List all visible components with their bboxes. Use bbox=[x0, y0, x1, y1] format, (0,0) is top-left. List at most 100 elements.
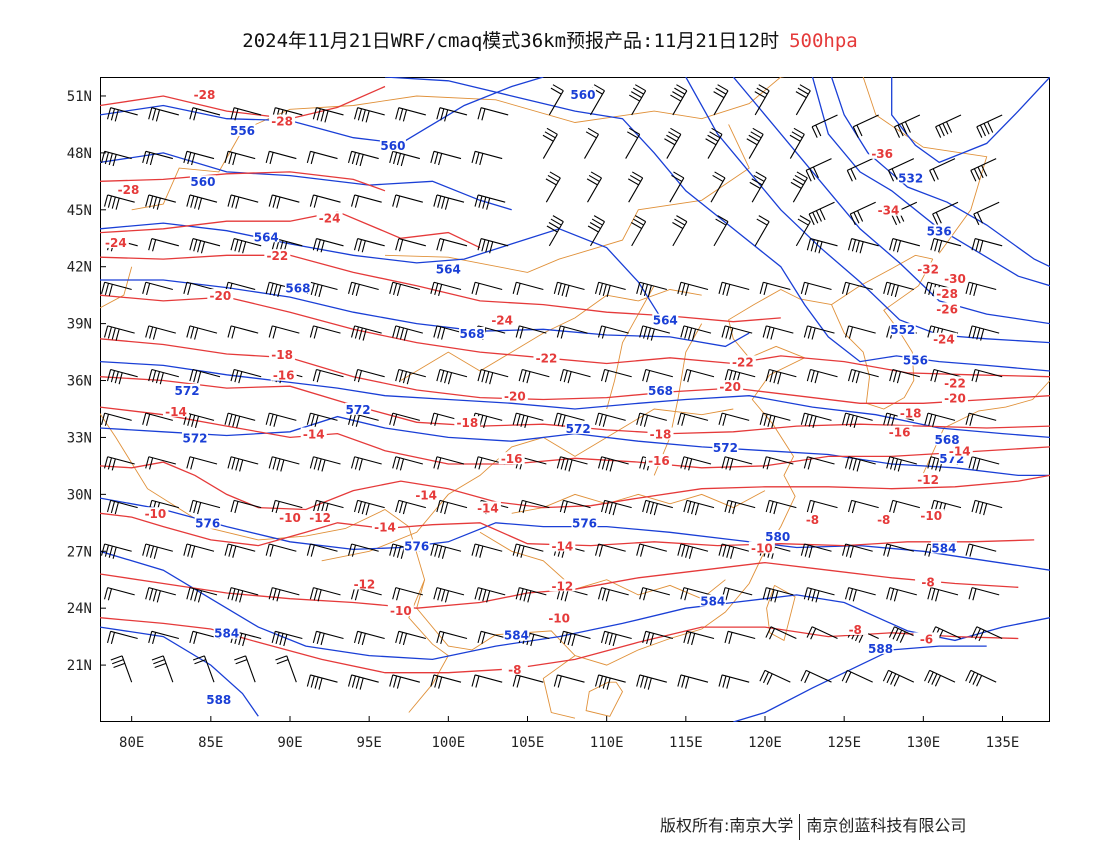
wind-barb bbox=[628, 84, 647, 116]
height-label-bg bbox=[189, 175, 216, 188]
temperature-label-bg bbox=[413, 488, 440, 501]
wind-barb bbox=[234, 655, 256, 683]
wind-barb bbox=[927, 587, 959, 602]
lat-tick-label: 45N bbox=[67, 203, 92, 219]
wind-barb bbox=[636, 543, 667, 557]
temperature-label-bg bbox=[647, 427, 674, 440]
height-label: 576 bbox=[572, 517, 597, 531]
height-label: 568 bbox=[935, 433, 960, 447]
wind-barb bbox=[312, 107, 344, 123]
wind-barb bbox=[597, 456, 629, 472]
height-label: 564 bbox=[436, 263, 461, 277]
wind-barb bbox=[968, 587, 1000, 601]
temperature-label-bg bbox=[915, 473, 942, 486]
wind-barb bbox=[436, 107, 468, 122]
temperature-label-bg bbox=[913, 632, 940, 645]
wind-barb bbox=[395, 499, 426, 515]
wind-barb bbox=[627, 171, 644, 203]
wind-barb bbox=[100, 281, 132, 297]
wind-barb bbox=[395, 630, 426, 646]
wind-barb bbox=[841, 669, 873, 684]
height-label-bg bbox=[174, 383, 201, 396]
wind-barb bbox=[642, 368, 673, 383]
wind-barb bbox=[625, 127, 641, 159]
boundary-line bbox=[766, 585, 796, 642]
wind-barb bbox=[309, 456, 341, 472]
wind-barb bbox=[353, 368, 385, 383]
height-label: 588 bbox=[206, 693, 231, 707]
wind-barb bbox=[642, 630, 673, 646]
wind-barb bbox=[683, 368, 715, 383]
height-label-bg bbox=[712, 440, 739, 453]
wind-barb bbox=[795, 84, 811, 116]
boundary-line bbox=[831, 258, 934, 410]
temperature-label: -10 bbox=[279, 511, 301, 525]
temperature-label: -20 bbox=[944, 392, 966, 406]
wind-barb bbox=[474, 194, 506, 210]
height-label-bg bbox=[889, 323, 916, 336]
temperature-label-bg bbox=[546, 611, 573, 624]
wind-barb bbox=[515, 325, 547, 339]
wind-barb bbox=[803, 456, 835, 470]
wind-barb bbox=[186, 456, 218, 470]
temperature-label: -6 bbox=[920, 632, 933, 646]
height-labels: 560 556 560 560 564 564 568 568 564 572 572 568 572 5… bbox=[174, 87, 965, 707]
wind-barb bbox=[145, 325, 176, 340]
height-label: 588 bbox=[868, 642, 893, 656]
wind-barb bbox=[189, 238, 221, 254]
height-contour bbox=[100, 279, 750, 348]
height-label-bg bbox=[229, 124, 256, 137]
wind-barb bbox=[636, 412, 667, 427]
wind-barb bbox=[559, 630, 591, 647]
temperature-label-bg bbox=[799, 512, 826, 525]
wind-barb bbox=[350, 194, 382, 208]
wind-barb bbox=[312, 630, 344, 646]
wind-barb bbox=[306, 543, 338, 557]
wind-barb bbox=[275, 655, 297, 683]
lat-tick-label: 30N bbox=[67, 487, 92, 503]
lon-tick-label: 105E bbox=[511, 735, 545, 751]
wind-barb bbox=[847, 499, 879, 514]
temperature-label-bg bbox=[842, 622, 869, 635]
lat-tick-label: 42N bbox=[67, 260, 92, 276]
temperature-label-bg bbox=[549, 539, 576, 552]
wind-barb bbox=[765, 368, 797, 385]
wind-barb bbox=[965, 281, 997, 297]
temperature-label-bg bbox=[351, 577, 378, 590]
boundary-line bbox=[542, 655, 576, 719]
wind-barb bbox=[811, 114, 838, 138]
temperature-label-bg bbox=[277, 511, 303, 524]
wind-barb bbox=[800, 543, 832, 558]
height-contour bbox=[100, 77, 544, 145]
wind-barb bbox=[518, 368, 550, 384]
wind-barb bbox=[754, 215, 770, 247]
height-contour bbox=[891, 77, 1050, 164]
temperature-label: -28 bbox=[194, 88, 216, 102]
temperature-label-bg bbox=[942, 376, 968, 389]
height-label-bg bbox=[897, 171, 924, 184]
wind-barb bbox=[677, 543, 709, 559]
wind-barb bbox=[971, 499, 1003, 516]
wind-barb bbox=[800, 412, 832, 428]
temperature-label: -14 bbox=[374, 521, 396, 535]
wind-barb bbox=[148, 630, 179, 645]
temperature-label: -22 bbox=[732, 355, 754, 369]
lon-tick-label: 120E bbox=[748, 735, 782, 751]
wind-barb bbox=[584, 127, 599, 159]
height-label: 560 bbox=[380, 139, 405, 153]
temperature-label: -14 bbox=[303, 428, 325, 442]
map-title: 2024年11月21日WRF/cmaq模式36km预报产品:11月21日12时 5… bbox=[0, 26, 1100, 53]
wind-barb bbox=[306, 150, 338, 165]
wind-barb bbox=[542, 127, 558, 159]
temperature-label: -26 bbox=[936, 302, 958, 316]
temperature-label: -12 bbox=[551, 579, 573, 593]
wind-barb bbox=[512, 412, 544, 428]
wind-barb bbox=[718, 674, 750, 689]
height-label-bg bbox=[647, 383, 674, 396]
wind-barb bbox=[471, 281, 503, 295]
wind-barb bbox=[889, 499, 920, 514]
wind-barb bbox=[389, 150, 420, 167]
temperature-label-bg bbox=[934, 302, 961, 315]
height-contour bbox=[830, 77, 1050, 268]
height-label-bg bbox=[403, 539, 430, 552]
